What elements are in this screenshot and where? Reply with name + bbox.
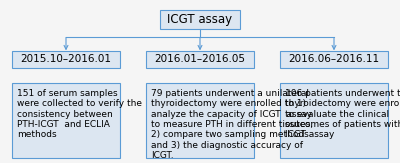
FancyBboxPatch shape (280, 83, 388, 158)
Text: 2016.06–2016.11: 2016.06–2016.11 (288, 54, 380, 65)
FancyBboxPatch shape (146, 51, 254, 68)
FancyBboxPatch shape (12, 83, 120, 158)
Text: 151 of serum samples
were collected to verify the
consistency between
PTH-ICGT  : 151 of serum samples were collected to v… (17, 89, 142, 139)
Text: ICGT assay: ICGT assay (168, 13, 232, 26)
Text: 79 patients underwent a unilateral
thyroidectomy were enrolled to 1)
analyze the: 79 patients underwent a unilateral thyro… (151, 89, 313, 160)
Text: 2015.10–2016.01: 2015.10–2016.01 (20, 54, 112, 65)
FancyBboxPatch shape (146, 83, 254, 158)
FancyBboxPatch shape (160, 10, 240, 29)
FancyBboxPatch shape (280, 51, 388, 68)
FancyBboxPatch shape (12, 51, 120, 68)
Text: 2016.01–2016.05: 2016.01–2016.05 (154, 54, 246, 65)
Text: 106 patients underwent total
thyroidectomy were enrolled
to evaluate the clinica: 106 patients underwent total thyroidecto… (285, 89, 400, 139)
